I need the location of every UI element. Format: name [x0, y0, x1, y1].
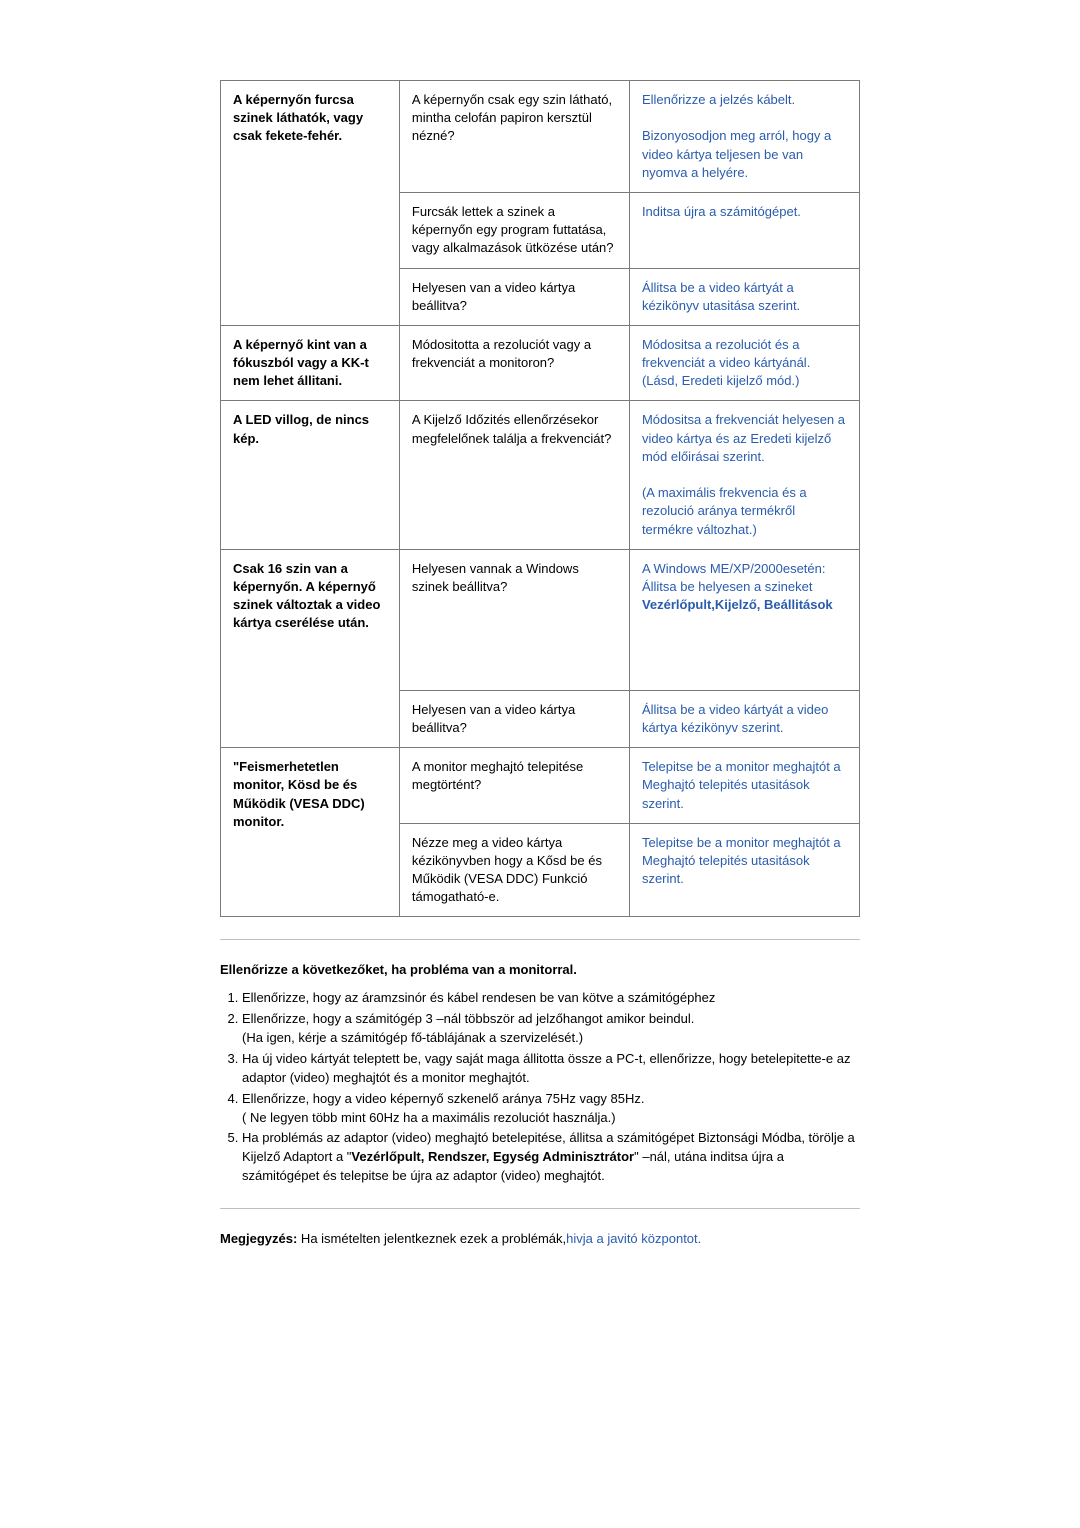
- table-row: A képernyő kint van a fókuszból vagy a K…: [221, 325, 860, 401]
- question-cell: Furcsák lettek a szinek a képernyőn egy …: [399, 192, 629, 268]
- answer-text: Bizonyosodjon meg arról, hogy a video ká…: [642, 128, 831, 179]
- table-row: A LED villog, de nincs kép. A Kijelző Id…: [221, 401, 860, 549]
- question-cell: A Kijelző Időzités ellenőrzésekor megfel…: [399, 401, 629, 549]
- symptom-cell: Csak 16 szin van a képernyőn. A képernyő…: [221, 549, 400, 747]
- answer-cell: Inditsa újra a számitógépet.: [629, 192, 859, 268]
- answer-text: Módositsa a rezoluciót és a frekvenciát …: [642, 337, 810, 370]
- divider: [220, 1208, 860, 1209]
- troubleshooting-table: A képernyőn furcsa szinek láthatók, vagy…: [220, 80, 860, 917]
- table-row: Csak 16 szin van a képernyőn. A képernyő…: [221, 549, 860, 690]
- table-row: A képernyőn furcsa szinek láthatók, vagy…: [221, 81, 860, 193]
- answer-cell: Módositsa a frekvenciát helyesen a video…: [629, 401, 859, 549]
- note-text: Ha ismételten jelentkeznek ezek a problé…: [297, 1231, 566, 1246]
- checks-title: Ellenőrizze a következőket, ha probléma …: [220, 962, 860, 977]
- answer-cell: Állitsa be a video kártyát a video kárty…: [629, 690, 859, 747]
- note-section: Megjegyzés: Ha ismételten jelentkeznek e…: [220, 1231, 860, 1246]
- question-cell: Módositotta a rezoluciót vagy a frekvenc…: [399, 325, 629, 401]
- answer-text: Módositsa a frekvenciát helyesen a video…: [642, 412, 845, 463]
- answer-cell: Telepitse be a monitor meghajtót a Megha…: [629, 748, 859, 824]
- answer-text: Ellenőrizze a jelzés kábelt.: [642, 92, 795, 107]
- note-label: Megjegyzés:: [220, 1231, 297, 1246]
- symptom-cell: A képernyőn furcsa szinek láthatók, vagy…: [221, 81, 400, 326]
- answer-cell: Állitsa be a video kártyát a kézikönyv u…: [629, 268, 859, 325]
- symptom-cell: A LED villog, de nincs kép.: [221, 401, 400, 549]
- question-cell: Nézze meg a video kártya kézikönyvben ho…: [399, 823, 629, 917]
- answer-cell: Telepitse be a monitor meghajtót a Megha…: [629, 823, 859, 917]
- answer-cell: Ellenőrizze a jelzés kábelt. Bizonyosodj…: [629, 81, 859, 193]
- symptom-cell: A képernyő kint van a fókuszból vagy a K…: [221, 325, 400, 401]
- question-cell: Helyesen van a video kártya beállitva?: [399, 268, 629, 325]
- answer-cell: A Windows ME/XP/2000esetén: Állitsa be h…: [629, 549, 859, 690]
- note-link[interactable]: hivja a javitó központot.: [566, 1231, 701, 1246]
- answer-cell: Módositsa a rezoluciót és a frekvenciát …: [629, 325, 859, 401]
- question-cell: A monitor meghajtó telepitése megtörtént…: [399, 748, 629, 824]
- list-item: Ellenőrizze, hogy az áramzsinór és kábel…: [242, 989, 860, 1008]
- list-item: Ellenőrizze, hogy a video képernyő szken…: [242, 1090, 860, 1128]
- answer-text: (A maximális frekvencia és a rezolució a…: [642, 485, 807, 536]
- list-item: Ellenőrizze, hogy a számitógép 3 –nál tö…: [242, 1010, 860, 1048]
- answer-text: A Windows ME/XP/2000esetén:: [642, 561, 826, 576]
- answer-text: (Lásd, Eredeti kijelző mód.): [642, 373, 800, 388]
- question-cell: Helyesen vannak a Windows szinek beállit…: [399, 549, 629, 690]
- list-item-bold: Vezérlőpult, Rendszer, Egység Adminisztr…: [351, 1149, 634, 1164]
- list-item: Ha új video kártyát teleptett be, vagy s…: [242, 1050, 860, 1088]
- question-cell: Helyesen van a video kártya beállitva?: [399, 690, 629, 747]
- answer-text: Állitsa be helyesen a szineket: [642, 579, 813, 594]
- list-item: Ha problémás az adaptor (video) meghajtó…: [242, 1129, 860, 1186]
- page-container: A képernyőn furcsa szinek láthatók, vagy…: [0, 0, 1080, 1326]
- symptom-cell: "Feismerhetetlen monitor, Kösd be és Műk…: [221, 748, 400, 917]
- answer-bold: Vezérlőpult,Kijelző, Beállitások: [642, 597, 833, 612]
- table-row: "Feismerhetetlen monitor, Kösd be és Műk…: [221, 748, 860, 824]
- divider: [220, 939, 860, 940]
- checks-list: Ellenőrizze, hogy az áramzsinór és kábel…: [242, 989, 860, 1185]
- question-cell: A képernyőn csak egy szin látható, minth…: [399, 81, 629, 193]
